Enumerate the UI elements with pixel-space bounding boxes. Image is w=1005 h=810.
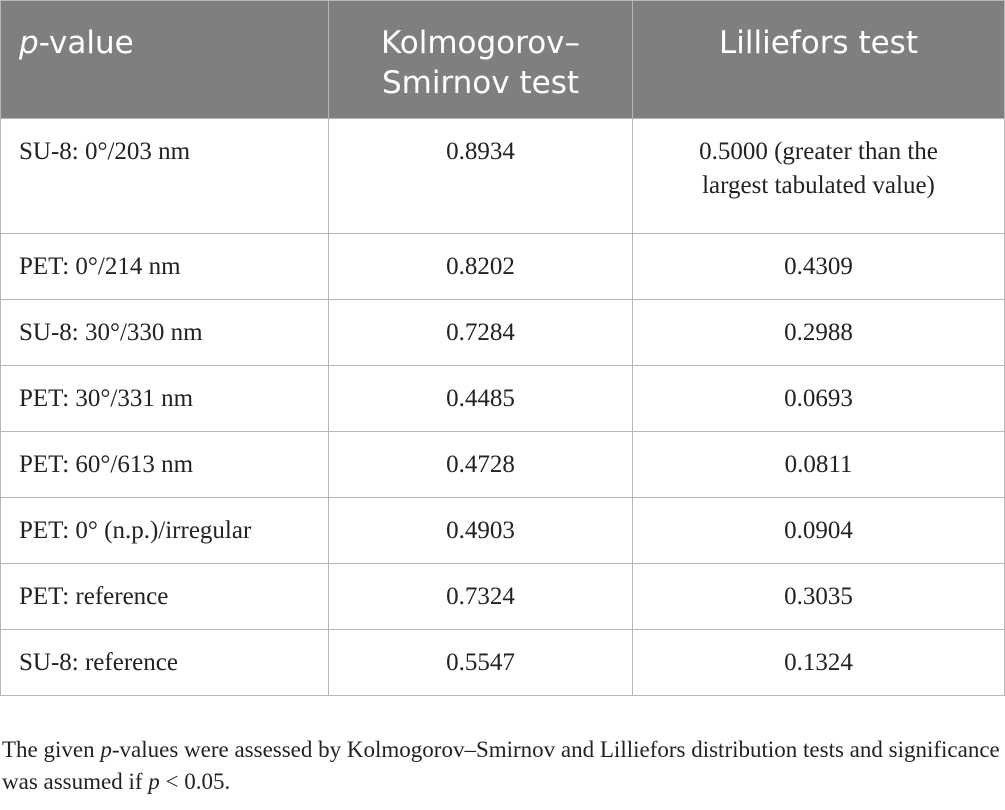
header-p-suffix: -value <box>38 25 134 61</box>
lilliefors-line2: largest tabulated value) <box>702 172 935 199</box>
ks-value-cell: 0.7324 <box>328 563 633 630</box>
lilliefors-value-cell: 0.0811 <box>632 431 1005 498</box>
lilliefors-value-cell: 0.4309 <box>632 233 1005 300</box>
sample-cell: PET: 60°/613 nm <box>0 431 329 498</box>
table-row: PET: 60°/613 nm 0.4728 0.0811 <box>0 431 1005 498</box>
table-row: PET: 0°/214 nm 0.8202 0.4309 <box>0 233 1005 300</box>
sample-cell: PET: 0°/214 nm <box>0 233 329 300</box>
table-row: PET: 30°/331 nm 0.4485 0.0693 <box>0 365 1005 432</box>
table-footnote: The given p-values were assessed by Kolm… <box>2 734 1002 798</box>
normality-test-table: p-value Kolmogorov– Smirnov test Lilliefo… <box>0 0 1005 696</box>
ks-value-cell: 0.4485 <box>328 365 633 432</box>
header-lilliefors-test: Lilliefors test <box>632 0 1005 119</box>
ks-value-cell: 0.7284 <box>328 299 633 366</box>
footnote-p-2: p <box>148 769 160 794</box>
table-row: SU-8: 30°/330 nm 0.7284 0.2988 <box>0 299 1005 366</box>
ks-value-cell: 0.4728 <box>328 431 633 498</box>
table-row: SU-8: 0°/203 nm 0.8934 0.5000 (greater t… <box>0 118 1005 234</box>
sample-cell: PET: reference <box>0 563 329 630</box>
footnote-text-1: The given <box>2 737 101 762</box>
table-row: SU-8: reference 0.5547 0.1324 <box>0 629 1005 696</box>
lilliefors-value-cell: 0.0693 <box>632 365 1005 432</box>
header-ks-test: Kolmogorov– Smirnov test <box>328 0 633 119</box>
footnote-p-1: p <box>100 737 112 762</box>
ks-value-cell: 0.4903 <box>328 497 633 564</box>
header-p-value: p-value <box>0 0 329 119</box>
header-row: p-value Kolmogorov– Smirnov test Lilliefo… <box>0 0 1005 119</box>
results-table-container: p-value Kolmogorov– Smirnov test Lilliefo… <box>0 0 1005 696</box>
lilliefors-value-cell: 0.5000 (greater than the largest tabulate… <box>632 118 1005 234</box>
ks-value-cell: 0.5547 <box>328 629 633 696</box>
header-ks-line2: Smirnov test <box>381 65 580 101</box>
sample-cell: SU-8: 0°/203 nm <box>0 118 329 234</box>
ks-value-cell: 0.8202 <box>328 233 633 300</box>
footnote-text-2: -values were assessed by Kolmogorov–Smir… <box>2 737 1000 794</box>
lilliefors-value-cell: 0.3035 <box>632 563 1005 630</box>
lilliefors-value-cell: 0.2988 <box>632 299 1005 366</box>
lilliefors-value-cell: 0.1324 <box>632 629 1005 696</box>
lilliefors-value-cell: 0.0904 <box>632 497 1005 564</box>
footnote-text-3: < 0.05. <box>159 769 231 794</box>
table-row: PET: reference 0.7324 0.3035 <box>0 563 1005 630</box>
sample-cell: SU-8: 30°/330 nm <box>0 299 329 366</box>
ks-value-cell: 0.8934 <box>328 118 633 234</box>
table-row: PET: 0° (n.p.)/irregular 0.4903 0.0904 <box>0 497 1005 564</box>
lilliefors-line1: 0.5000 (greater than the <box>699 138 938 165</box>
header-p-letter: p <box>19 25 39 61</box>
sample-cell: SU-8: reference <box>0 629 329 696</box>
header-ks-line1: Kolmogorov– <box>380 25 581 61</box>
sample-cell: PET: 30°/331 nm <box>0 365 329 432</box>
sample-cell: PET: 0° (n.p.)/irregular <box>0 497 329 564</box>
